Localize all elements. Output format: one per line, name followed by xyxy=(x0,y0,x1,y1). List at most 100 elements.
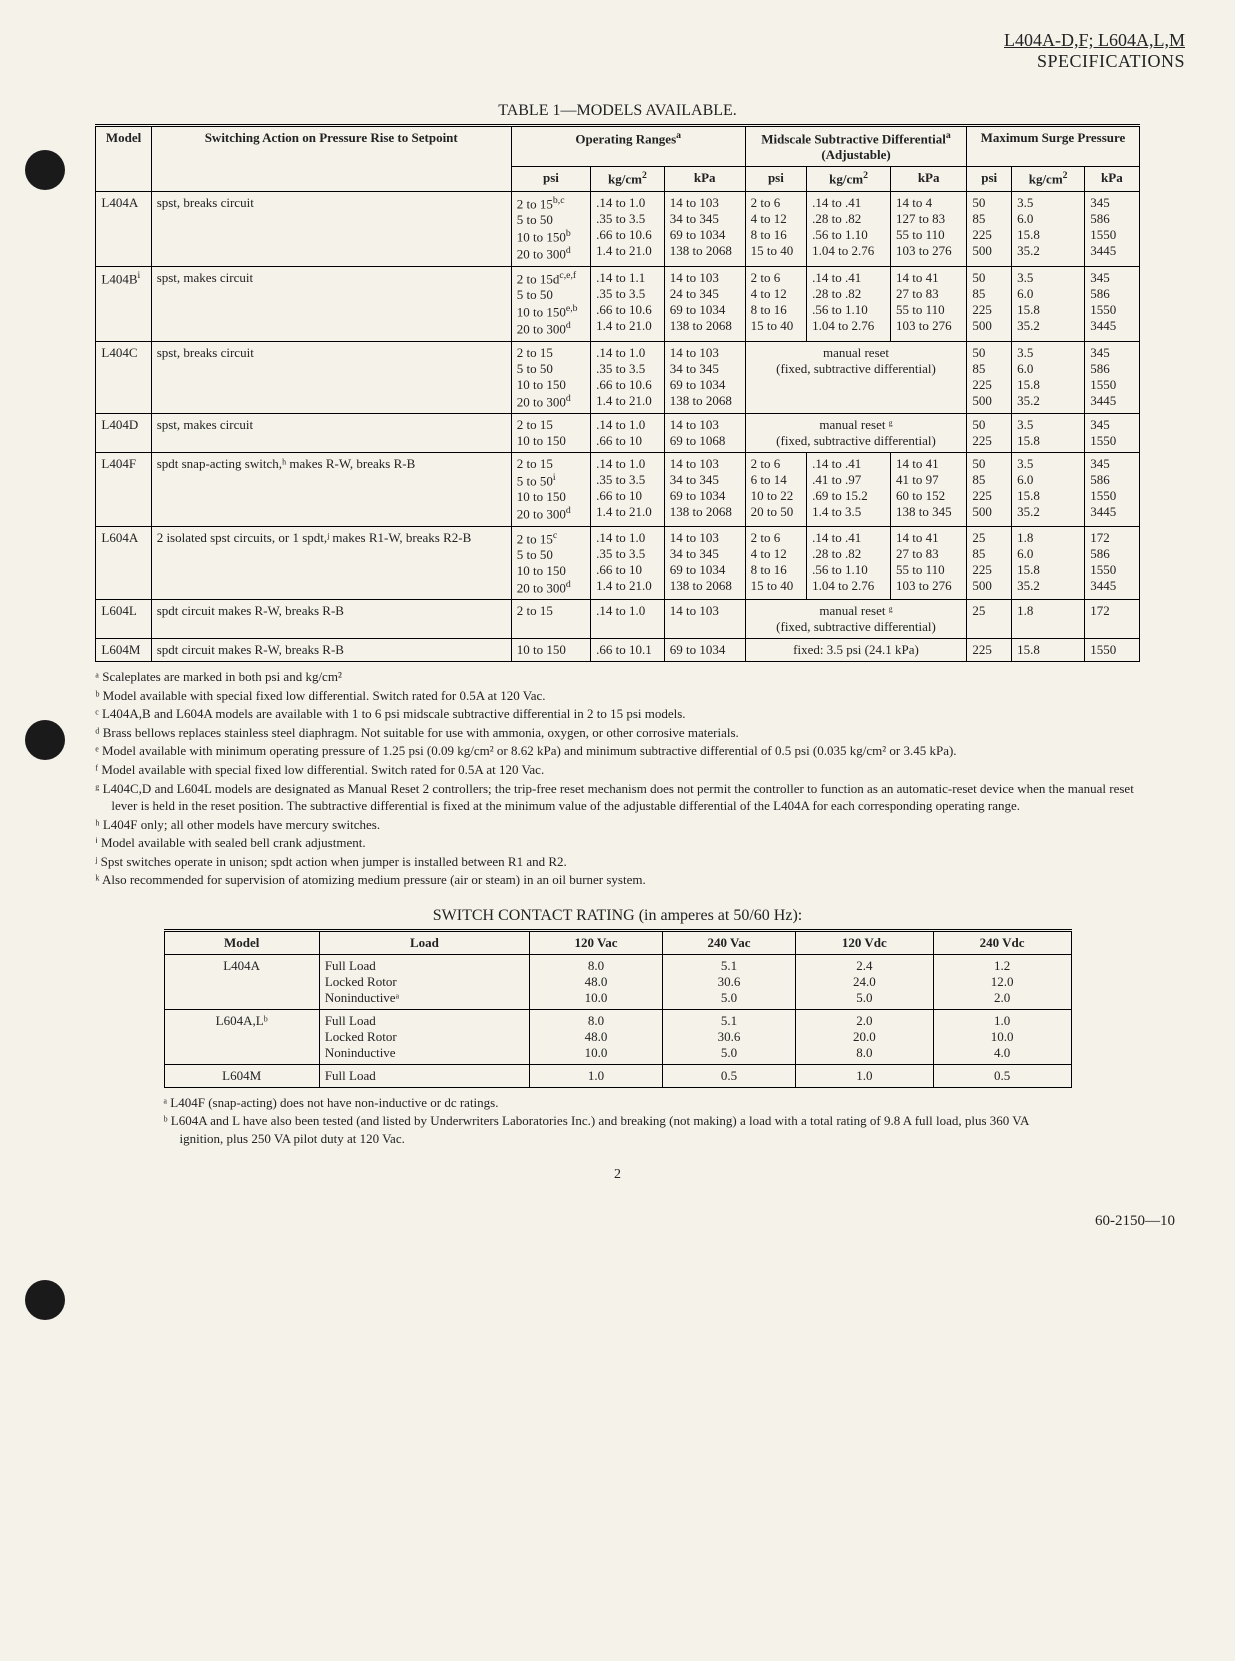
doc-reference: 60-2150—10 xyxy=(50,1213,1185,1230)
footnote: ⁱ Model available with sealed bell crank… xyxy=(95,834,1139,852)
cell-op-kg: .14 to 1.0.66 to 10 xyxy=(591,413,665,452)
cell-switch: spdt circuit makes R-W, breaks R-B xyxy=(151,639,511,662)
cell-240vdc: 1.010.04.0 xyxy=(933,1009,1071,1064)
cell-ms-kpa: 14 to 4127 to 8355 to 110103 to 276 xyxy=(890,191,966,266)
cell-midscale-merged: manual reset ᵍ(fixed, subtractive differ… xyxy=(745,600,967,639)
cell-model: L404D xyxy=(96,413,151,452)
cell-switch: spdt circuit makes R-W, breaks R-B xyxy=(151,600,511,639)
cell-ms-psi: 2 to 66 to 1410 to 2220 to 50 xyxy=(745,452,806,526)
cell-mx-psi: 2585225500 xyxy=(967,526,1012,600)
cell-model: L404Bi xyxy=(96,266,151,341)
header-models: L404A-D,F; L604A,L,M xyxy=(50,30,1185,51)
cell-mx-kpa: 1550 xyxy=(1085,639,1139,662)
cell-mx-psi: 5085225500 xyxy=(967,191,1012,266)
unit-psi: psi xyxy=(967,167,1012,191)
cell-ms-psi: 2 to 64 to 128 to 1615 to 40 xyxy=(745,526,806,600)
cell-op-psi: 2 to 15 xyxy=(511,600,590,639)
footnote: ᵍ L404C,D and L604L models are designate… xyxy=(95,780,1139,815)
table-row: L604MFull Load1.00.51.00.5 xyxy=(164,1064,1071,1087)
cell-ms-psi: 2 to 64 to 128 to 1615 to 40 xyxy=(745,266,806,341)
cell-midscale-merged: manual reset(fixed, subtractive differen… xyxy=(745,341,967,413)
cell-op-kg: .66 to 10.1 xyxy=(591,639,665,662)
cell-op-psi: 2 to 15b,c5 to 5010 to 150b20 to 300d xyxy=(511,191,590,266)
cell-ms-kpa: 14 to 4127 to 8355 to 110103 to 276 xyxy=(890,266,966,341)
footnote: ᶠ Model available with special fixed low… xyxy=(95,761,1139,779)
cell-op-psi: 2 to 1510 to 150 xyxy=(511,413,590,452)
col-header: 120 Vac xyxy=(530,930,663,954)
cell-op-kg: .14 to 1.0 xyxy=(591,600,665,639)
cell-mx-kg: 3.56.015.835.2 xyxy=(1012,191,1085,266)
col-midscale: Midscale Subtractive Differentiala(Adjus… xyxy=(745,126,967,167)
col-model: Model xyxy=(96,126,151,192)
cell-op-kpa: 14 to 10334 to 34569 to 1034138 to 2068 xyxy=(664,452,745,526)
table-row: L604A,LᵇFull LoadLocked RotorNoninductiv… xyxy=(164,1009,1071,1064)
cell-model: L604A,Lᵇ xyxy=(164,1009,319,1064)
footnote: ʰ L404F only; all other models have merc… xyxy=(95,816,1139,834)
cell-mx-kg: 3.515.8 xyxy=(1012,413,1085,452)
cell-op-kpa: 14 to 10369 to 1068 xyxy=(664,413,745,452)
cell-op-kg: .14 to 1.1.35 to 3.5.66 to 10.61.4 to 21… xyxy=(591,266,665,341)
cell-op-kpa: 69 to 1034 xyxy=(664,639,745,662)
unit-kpa: kPa xyxy=(1085,167,1139,191)
footnote: ᵃ L404F (snap-acting) does not have non-… xyxy=(164,1094,1072,1112)
table2-footnotes: ᵃ L404F (snap-acting) does not have non-… xyxy=(164,1094,1072,1148)
cell-mx-psi: 5085225500 xyxy=(967,266,1012,341)
cell-120vac: 1.0 xyxy=(530,1064,663,1087)
cell-mx-kpa: 34558615503445 xyxy=(1085,341,1139,413)
cell-op-kpa: 14 to 103 xyxy=(664,600,745,639)
unit-kgcm2: kg/cm2 xyxy=(807,167,891,191)
cell-op-kpa: 14 to 10334 to 34569 to 1034138 to 2068 xyxy=(664,526,745,600)
cell-model: L604M xyxy=(164,1064,319,1087)
cell-240vac: 5.130.65.0 xyxy=(663,954,796,1009)
table-row: L604Lspdt circuit makes R-W, breaks R-B2… xyxy=(96,600,1139,639)
ratings-table: ModelLoad120 Vac240 Vac120 Vdc240 Vdc L4… xyxy=(164,929,1072,1088)
unit-kgcm2: kg/cm2 xyxy=(591,167,665,191)
cell-op-psi: 2 to 15dc,e,f5 to 5010 to 150e,b20 to 30… xyxy=(511,266,590,341)
col-header: 240 Vdc xyxy=(933,930,1071,954)
cell-switch: spdt snap-acting switch,ʰ makes R-W, bre… xyxy=(151,452,511,526)
table1-caption: TABLE 1—MODELS AVAILABLE. xyxy=(50,102,1185,120)
page-header: L404A-D,F; L604A,L,M SPECIFICATIONS xyxy=(50,30,1185,72)
cell-mx-psi: 5085225500 xyxy=(967,341,1012,413)
footnote: ᵇ Model available with special fixed low… xyxy=(95,687,1139,705)
cell-ms-kpa: 14 to 4127 to 8355 to 110103 to 276 xyxy=(890,526,966,600)
cell-switch: 2 isolated spst circuits, or 1 spdt,ʲ ma… xyxy=(151,526,511,600)
cell-ms-kg: .14 to .41.28 to .82.56 to 1.101.04 to 2… xyxy=(807,266,891,341)
col-maxsurge: Maximum Surge Pressure xyxy=(967,126,1139,167)
footnote: ᵇ L604A and L have also been tested (and… xyxy=(164,1112,1072,1147)
cell-model: L604A xyxy=(96,526,151,600)
table-row: L404AFull LoadLocked RotorNoninductiveᵃ8… xyxy=(164,954,1071,1009)
cell-switch: spst, breaks circuit xyxy=(151,341,511,413)
cell-load: Full LoadLocked RotorNoninductiveᵃ xyxy=(319,954,529,1009)
cell-240vdc: 1.212.02.0 xyxy=(933,954,1071,1009)
cell-120vdc: 2.020.08.0 xyxy=(795,1009,933,1064)
cell-ms-kg: .14 to .41.28 to .82.56 to 1.101.04 to 2… xyxy=(807,526,891,600)
cell-op-kg: .14 to 1.0.35 to 3.5.66 to 10.61.4 to 21… xyxy=(591,341,665,413)
cell-model: L404F xyxy=(96,452,151,526)
cell-op-psi: 2 to 15c5 to 5010 to 15020 to 300d xyxy=(511,526,590,600)
cell-mx-psi: 5085225500 xyxy=(967,452,1012,526)
cell-load: Full LoadLocked RotorNoninductive xyxy=(319,1009,529,1064)
cell-120vac: 8.048.010.0 xyxy=(530,1009,663,1064)
page-number: 2 xyxy=(50,1167,1185,1183)
footnote: ʲ Spst switches operate in unison; spdt … xyxy=(95,853,1139,871)
table-row: L604Mspdt circuit makes R-W, breaks R-B1… xyxy=(96,639,1139,662)
cell-240vdc: 0.5 xyxy=(933,1064,1071,1087)
cell-model: L404C xyxy=(96,341,151,413)
cell-240vac: 0.5 xyxy=(663,1064,796,1087)
table1-footnotes: ᵃ Scaleplates are marked in both psi and… xyxy=(95,668,1139,889)
cell-mx-psi: 225 xyxy=(967,639,1012,662)
footnote: ᶜ L404A,B and L604A models are available… xyxy=(95,705,1139,723)
cell-mx-kpa: 34558615503445 xyxy=(1085,452,1139,526)
unit-psi: psi xyxy=(745,167,806,191)
cell-ms-psi: 2 to 64 to 128 to 1615 to 40 xyxy=(745,191,806,266)
unit-psi: psi xyxy=(511,167,590,191)
cell-midscale-merged: fixed: 3.5 psi (24.1 kPa) xyxy=(745,639,967,662)
footnote: ᵏ Also recommended for supervision of at… xyxy=(95,871,1139,889)
cell-op-kpa: 14 to 10324 to 34569 to 1034138 to 2068 xyxy=(664,266,745,341)
punch-hole xyxy=(25,1280,65,1320)
cell-120vdc: 2.424.05.0 xyxy=(795,954,933,1009)
table-row: L404Bispst, makes circuit2 to 15dc,e,f5 … xyxy=(96,266,1139,341)
cell-mx-kpa: 172 xyxy=(1085,600,1139,639)
punch-hole xyxy=(25,150,65,190)
